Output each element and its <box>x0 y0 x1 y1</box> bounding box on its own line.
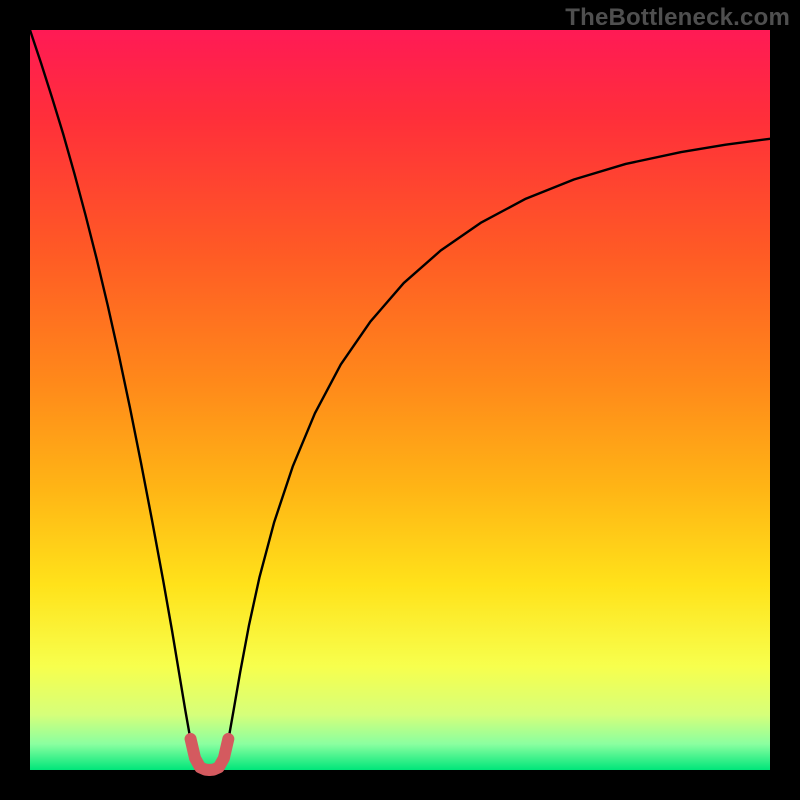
watermark-label: TheBottleneck.com <box>565 4 790 32</box>
bottleneck-chart <box>0 0 800 800</box>
plot-background <box>30 30 770 770</box>
figure-stage: TheBottleneck.com <box>0 0 800 800</box>
